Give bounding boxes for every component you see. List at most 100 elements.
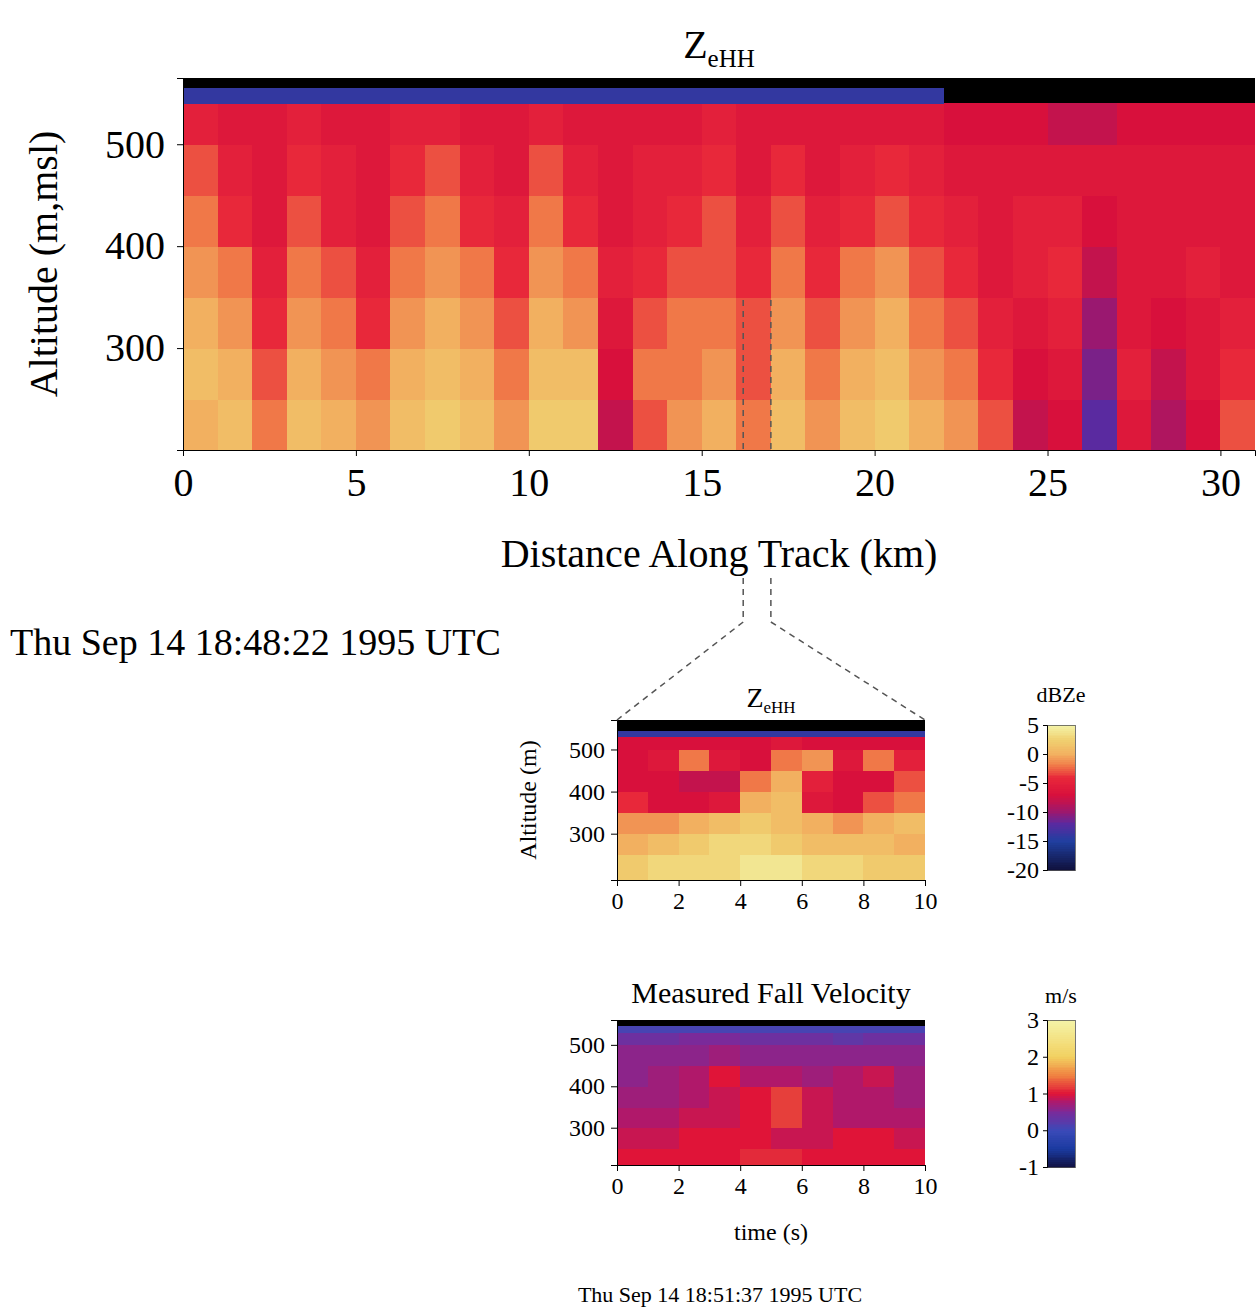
cell	[648, 834, 679, 856]
cell	[1117, 246, 1152, 297]
tick-mark	[679, 880, 680, 886]
cell	[702, 195, 737, 246]
cell	[833, 855, 864, 880]
cell	[909, 195, 944, 246]
cell	[740, 1066, 771, 1087]
tick-label: 500	[105, 122, 165, 167]
cell	[648, 1026, 679, 1033]
tick: 400	[569, 1073, 617, 1099]
cell	[802, 1032, 833, 1045]
cell	[1048, 348, 1083, 399]
cell	[894, 1032, 925, 1045]
cell	[648, 813, 679, 835]
cell	[740, 1148, 771, 1165]
cell	[648, 1086, 679, 1107]
tick: 400	[105, 223, 183, 268]
cell	[390, 348, 425, 399]
cell	[833, 1128, 864, 1149]
cell	[598, 348, 633, 399]
cell	[740, 737, 771, 750]
colorbar-frame	[1047, 1020, 1075, 1167]
tick: 0	[612, 880, 624, 914]
cell	[617, 1128, 648, 1149]
cell	[390, 399, 425, 450]
cell	[909, 399, 944, 450]
colorbar-tick-mark	[1043, 1130, 1047, 1131]
tick: 2	[673, 1165, 685, 1199]
cell	[1186, 399, 1221, 450]
cell	[894, 1026, 925, 1033]
cell	[771, 1032, 802, 1045]
cell	[709, 792, 740, 814]
cell	[679, 1066, 710, 1087]
cell	[709, 1066, 740, 1087]
colorbar-tick-label: -1	[1019, 1154, 1039, 1180]
colorbar-tick-mark	[1043, 783, 1047, 784]
cell	[771, 1086, 802, 1107]
cell	[894, 1128, 925, 1149]
cell	[1117, 297, 1152, 348]
colorbar-tick-mark	[1043, 870, 1047, 871]
cell	[460, 246, 495, 297]
cell	[287, 246, 322, 297]
cell	[598, 399, 633, 450]
cell	[1117, 103, 1152, 144]
cell	[805, 103, 840, 144]
tick: 5	[346, 450, 366, 505]
cell	[1082, 399, 1117, 450]
tick-mark	[611, 1128, 617, 1129]
tick: 300	[569, 1115, 617, 1141]
cell	[617, 749, 648, 771]
cell	[667, 144, 702, 195]
cell	[356, 195, 391, 246]
cell	[771, 731, 802, 738]
cell	[1013, 246, 1048, 297]
cell	[709, 749, 740, 771]
cell	[563, 195, 598, 246]
cell	[771, 297, 806, 348]
x-axis: 0246810	[612, 880, 938, 914]
cell	[740, 749, 771, 771]
cell	[598, 88, 633, 104]
cell	[1186, 195, 1221, 246]
heatmap-cells	[183, 88, 1255, 450]
cell	[287, 103, 322, 144]
y-axis: 300400500	[569, 1021, 618, 1166]
colorbar-tick: -15	[1007, 828, 1047, 854]
cell	[494, 246, 529, 297]
cell	[802, 1045, 833, 1066]
cell	[529, 144, 564, 195]
tick-label: 8	[858, 888, 870, 914]
cell	[709, 1086, 740, 1107]
tick-label: 400	[569, 779, 605, 805]
cell	[425, 195, 460, 246]
tick-mark	[925, 1165, 926, 1171]
colorbar-tick-mark	[1043, 725, 1047, 726]
cell	[709, 834, 740, 856]
cell	[1082, 348, 1117, 399]
tick-label: 25	[1028, 460, 1068, 505]
cell	[648, 749, 679, 771]
cell	[875, 88, 910, 104]
cell	[321, 88, 356, 104]
cell	[709, 731, 740, 738]
x-axis-title: Distance Along Track (km)	[501, 531, 938, 576]
cell	[736, 348, 771, 399]
cell	[802, 1107, 833, 1128]
cell	[460, 144, 495, 195]
cell	[252, 399, 287, 450]
axis-line	[184, 451, 1256, 457]
cell	[702, 246, 737, 297]
cell	[679, 737, 710, 750]
cell	[805, 246, 840, 297]
heatmap-cells	[617, 731, 925, 880]
cell	[667, 88, 702, 104]
tick-label: 4	[735, 1173, 747, 1199]
cell	[183, 348, 218, 399]
cell	[709, 771, 740, 793]
tick: 30	[1201, 450, 1241, 505]
cell	[460, 348, 495, 399]
cell	[425, 144, 460, 195]
colorbar	[1047, 725, 1075, 871]
tick: 500	[569, 737, 617, 763]
